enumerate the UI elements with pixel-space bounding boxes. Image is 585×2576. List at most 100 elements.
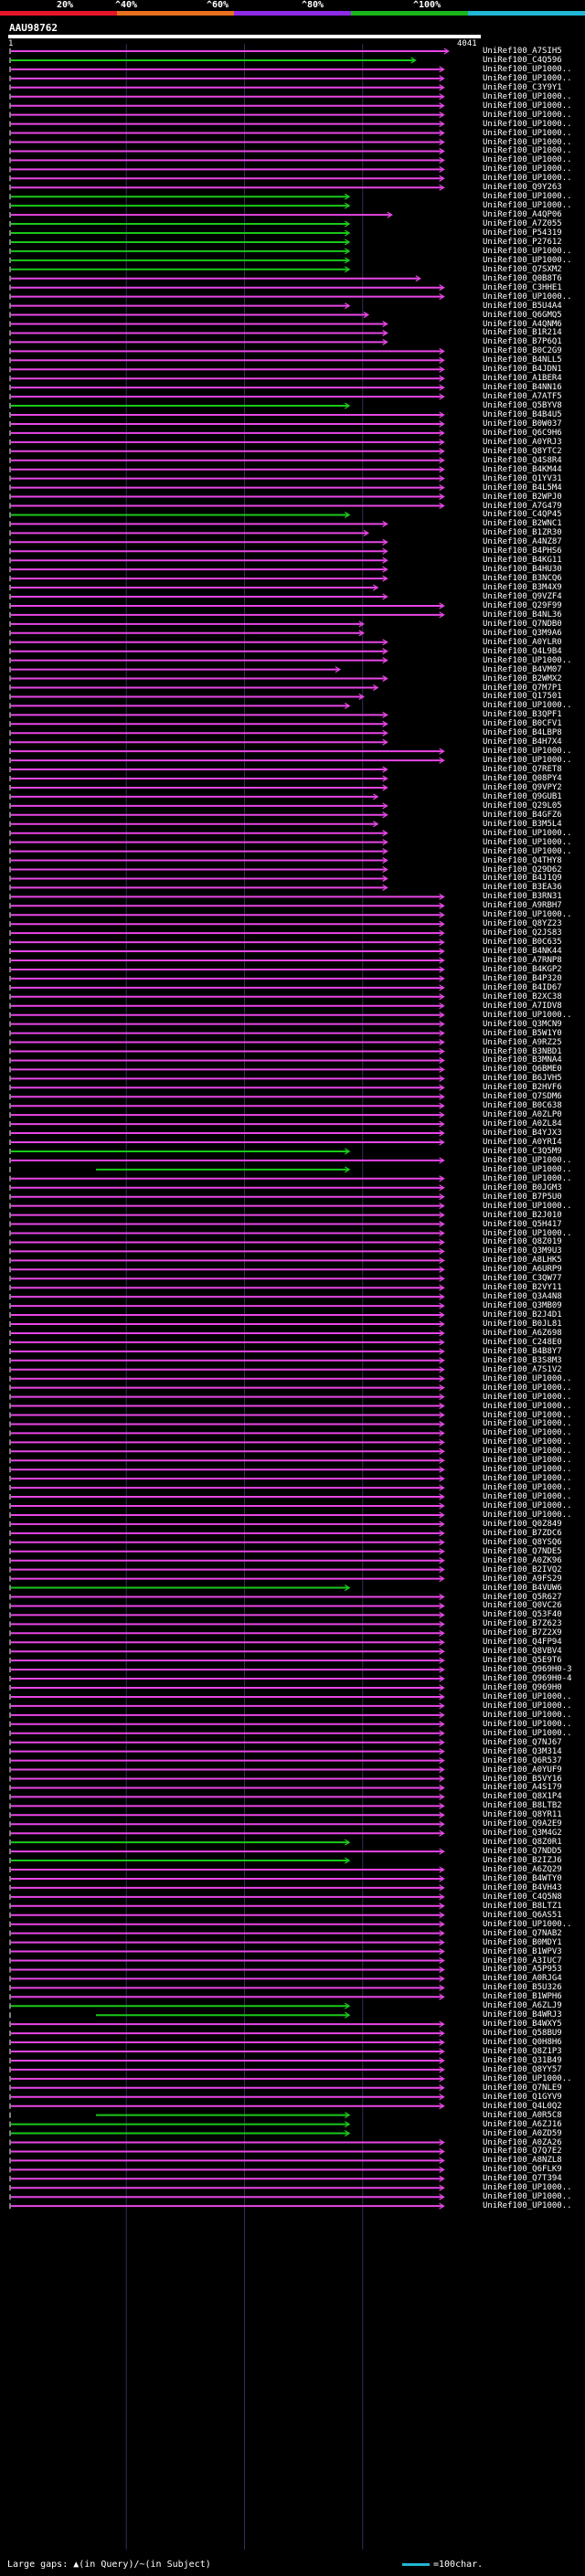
hit-label[interactable]: UniRef100_Q8YZ23 xyxy=(483,919,562,929)
hit-label[interactable]: UniRef100_Q6FLK9 xyxy=(483,2165,562,2175)
hit-label[interactable]: UniRef100_UP1000.. xyxy=(483,1719,572,1729)
hit-label[interactable]: UniRef100_Q7NLE9 xyxy=(483,2083,562,2093)
hit-label[interactable]: UniRef100_B1R214 xyxy=(483,328,562,338)
hit-label[interactable]: UniRef100_UP1000.. xyxy=(483,1728,572,1738)
hit-label[interactable]: UniRef100_B4WXY5 xyxy=(483,2019,562,2030)
hit-label[interactable]: UniRef100_B2WPJ0 xyxy=(483,492,562,502)
hit-label[interactable]: UniRef100_Q31B49 xyxy=(483,2055,562,2065)
hit-label[interactable]: UniRef100_Q5R627 xyxy=(483,1592,562,1602)
hit-label[interactable]: UniRef100_B1WPV3 xyxy=(483,1946,562,1956)
hit-label[interactable]: UniRef100_A7SIH5 xyxy=(483,47,562,56)
hit-label[interactable]: UniRef100_A0RJG4 xyxy=(483,1974,562,1984)
hit-label[interactable]: UniRef100_UP1000.. xyxy=(483,1710,572,1720)
hit-label[interactable]: UniRef100_B3M5L4 xyxy=(483,819,562,829)
hit-label[interactable]: UniRef100_Q8YR11 xyxy=(483,1810,562,1820)
hit-label[interactable]: UniRef100_UP1000.. xyxy=(483,1410,572,1420)
hit-label[interactable]: UniRef100_UP1000.. xyxy=(483,91,572,101)
hit-label[interactable]: UniRef100_Q3M314 xyxy=(483,1746,562,1756)
hit-label[interactable]: UniRef100_A0ZD59 xyxy=(483,2128,562,2138)
hit-label[interactable]: UniRef100_B2HVF6 xyxy=(483,1083,562,1093)
hit-label[interactable]: UniRef100_UP1000.. xyxy=(483,1383,572,1393)
hit-label[interactable]: UniRef100_UP1000.. xyxy=(483,1447,572,1457)
hit-label[interactable]: UniRef100_UP1000.. xyxy=(483,1428,572,1438)
hit-label[interactable]: UniRef100_A0YRI4 xyxy=(483,1138,562,1147)
hit-label[interactable]: UniRef100_A7S1V2 xyxy=(483,1364,562,1374)
hit-label[interactable]: UniRef100_A0YLR0 xyxy=(483,637,562,647)
hit-label[interactable]: UniRef100_B1ZR30 xyxy=(483,528,562,538)
hit-label[interactable]: UniRef100_Q0B8T6 xyxy=(483,273,562,283)
hit-label[interactable]: UniRef100_Q8Z019 xyxy=(483,1237,562,1247)
hit-label[interactable]: UniRef100_UP1000.. xyxy=(483,1201,572,1211)
hit-label[interactable]: UniRef100_B0MDY1 xyxy=(483,1937,562,1947)
hit-label[interactable]: UniRef100_B2WMX2 xyxy=(483,673,562,684)
hit-label[interactable]: UniRef100_A6ZQ29 xyxy=(483,1865,562,1874)
hit-label[interactable]: UniRef100_B3M4X9 xyxy=(483,583,562,593)
hit-label[interactable]: UniRef100_B3NCQ6 xyxy=(483,574,562,584)
hit-label[interactable]: UniRef100_A4QP06 xyxy=(483,210,562,220)
hit-label[interactable]: UniRef100_UP1000.. xyxy=(483,655,572,665)
hit-label[interactable]: UniRef100_B2WNC1 xyxy=(483,519,562,529)
hit-label[interactable]: UniRef100_B6JVH5 xyxy=(483,1074,562,1084)
hit-label[interactable]: UniRef100_B4P320 xyxy=(483,973,562,983)
hit-label[interactable]: UniRef100_A0YUF9 xyxy=(483,1765,562,1775)
hit-label[interactable]: UniRef100_B5U4A4 xyxy=(483,301,562,311)
hit-label[interactable]: UniRef100_B4VM07 xyxy=(483,664,562,674)
hit-label[interactable]: UniRef100_Q8YSQ6 xyxy=(483,1537,562,1547)
hit-label[interactable]: UniRef100_UP1000.. xyxy=(483,101,572,111)
hit-label[interactable]: UniRef100_Q3M4G2 xyxy=(483,1829,562,1839)
hit-label[interactable]: UniRef100_Q7NDD5 xyxy=(483,1847,562,1857)
hit-label[interactable]: UniRef100_B4ID67 xyxy=(483,982,562,992)
hit-label[interactable]: UniRef100_Q3M9A6 xyxy=(483,628,562,638)
hit-label[interactable]: UniRef100_B2J4D1 xyxy=(483,1310,562,1320)
hit-label[interactable]: UniRef100_A4QNM6 xyxy=(483,319,562,329)
hit-label[interactable]: UniRef100_Q8Z0R1 xyxy=(483,1838,562,1848)
hit-label[interactable]: UniRef100_A0ZA26 xyxy=(483,2137,562,2147)
hit-label[interactable]: UniRef100_Q8Z1P3 xyxy=(483,2047,562,2056)
hit-label[interactable]: UniRef100_UP1000.. xyxy=(483,155,572,165)
hit-label[interactable]: UniRef100_UP1000.. xyxy=(483,1919,572,1929)
hit-label[interactable]: UniRef100_B4LBP8 xyxy=(483,728,562,738)
hit-label[interactable]: UniRef100_UP1000.. xyxy=(483,910,572,920)
hit-label[interactable]: UniRef100_UP1000.. xyxy=(483,1465,572,1475)
hit-label[interactable]: UniRef100_Q6C9H6 xyxy=(483,428,562,438)
hit-label[interactable]: UniRef100_A0YRJ3 xyxy=(483,437,562,447)
hit-label[interactable]: UniRef100_UP1000.. xyxy=(483,1691,572,1701)
hit-label[interactable]: UniRef100_A8NZL8 xyxy=(483,2156,562,2166)
hit-label[interactable]: UniRef100_A8LHK5 xyxy=(483,1256,562,1266)
hit-label[interactable]: UniRef100_Q7NJ67 xyxy=(483,1737,562,1747)
hit-label[interactable]: UniRef100_B3RN31 xyxy=(483,892,562,902)
hit-label[interactable]: UniRef100_B2J010 xyxy=(483,1210,562,1220)
hit-label[interactable]: UniRef100_Q7T394 xyxy=(483,2174,562,2184)
hit-label[interactable]: UniRef100_A9FS29 xyxy=(483,1574,562,1584)
hit-label[interactable]: UniRef100_B7ZDC6 xyxy=(483,1528,562,1538)
hit-label[interactable]: UniRef100_A0ZLP0 xyxy=(483,1110,562,1120)
hit-label[interactable]: UniRef100_B4JDN1 xyxy=(483,365,562,375)
hit-label[interactable]: UniRef100_B3S8M3 xyxy=(483,1355,562,1365)
hit-label[interactable]: UniRef100_A9RZ25 xyxy=(483,1037,562,1047)
hit-label[interactable]: UniRef100_UP1000.. xyxy=(483,828,572,838)
hit-label[interactable]: UniRef100_Q53F40 xyxy=(483,1610,562,1620)
hit-label[interactable]: UniRef100_B4PHS6 xyxy=(483,546,562,557)
hit-label[interactable]: UniRef100_Q7RET8 xyxy=(483,765,562,775)
hit-label[interactable]: UniRef100_UP1000.. xyxy=(483,2183,572,2193)
hit-label[interactable]: UniRef100_B4YJX3 xyxy=(483,1129,562,1139)
hit-label[interactable]: UniRef100_B4WRJ3 xyxy=(483,2010,562,2020)
hit-label[interactable]: UniRef100_UP1000.. xyxy=(483,2073,572,2083)
hit-label[interactable]: UniRef100_A7RNP8 xyxy=(483,956,562,965)
hit-label[interactable]: UniRef100_UP1000.. xyxy=(483,255,572,265)
hit-label[interactable]: UniRef100_B3MNA4 xyxy=(483,1055,562,1065)
hit-label[interactable]: UniRef100_UP1000.. xyxy=(483,2201,572,2211)
hit-label[interactable]: UniRef100_Q0Z849 xyxy=(483,1519,562,1529)
hit-label[interactable]: UniRef100_UP1000.. xyxy=(483,137,572,147)
hit-label[interactable]: UniRef100_Q8X1P4 xyxy=(483,1792,562,1802)
hit-label[interactable]: UniRef100_B2VY11 xyxy=(483,1283,562,1293)
hit-label[interactable]: UniRef100_UP1000.. xyxy=(483,128,572,138)
hit-label[interactable]: UniRef100_B3EA36 xyxy=(483,883,562,893)
hit-label[interactable]: UniRef100_B5VY16 xyxy=(483,1774,562,1784)
hit-label[interactable]: UniRef100_B4NLL5 xyxy=(483,355,562,366)
hit-label[interactable]: UniRef100_B8LTZ1 xyxy=(483,1901,562,1911)
hit-label[interactable]: UniRef100_B4VUW6 xyxy=(483,1583,562,1593)
hit-label[interactable]: UniRef100_Q4FP94 xyxy=(483,1638,562,1648)
hit-label[interactable]: UniRef100_C4Q596 xyxy=(483,55,562,65)
hit-label[interactable]: UniRef100_B2XC38 xyxy=(483,991,562,1002)
